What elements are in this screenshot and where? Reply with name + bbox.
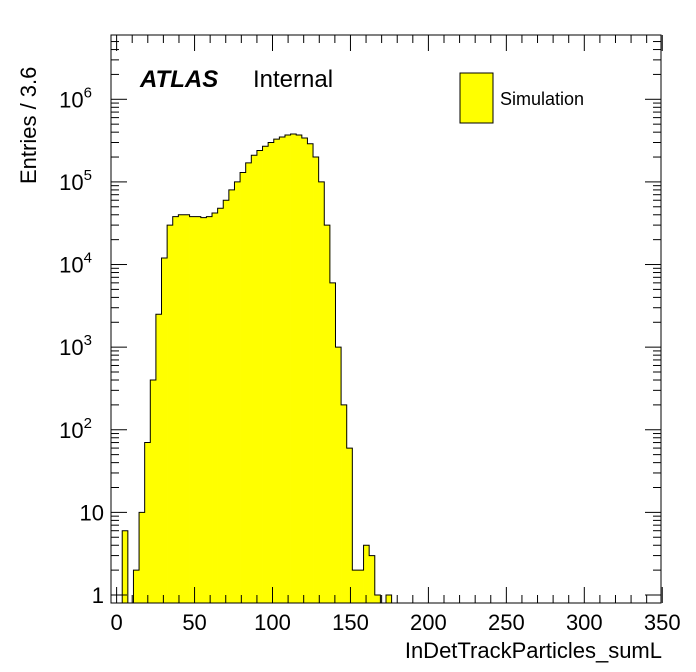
histogram-bar xyxy=(144,442,151,603)
histogram-bar xyxy=(329,282,336,603)
y-tick-label: 104 xyxy=(59,250,92,278)
histogram-bar xyxy=(228,189,235,603)
histogram-bar xyxy=(374,594,381,603)
x-tick-label: 150 xyxy=(332,610,369,635)
histogram-bar xyxy=(183,214,190,603)
histogram-bar xyxy=(133,570,140,603)
y-tick-label: 103 xyxy=(59,332,92,360)
histogram-bar xyxy=(122,530,129,603)
x-tick-label: 50 xyxy=(182,610,206,635)
histogram-bar xyxy=(189,216,196,603)
histogram-bar xyxy=(139,512,146,603)
histogram-bar xyxy=(262,146,269,603)
histogram-outline xyxy=(116,133,393,604)
histogram-bar xyxy=(279,136,286,603)
x-tick-label: 350 xyxy=(644,610,681,635)
histogram-bar xyxy=(341,404,348,603)
y-axis-title: Entries / 3.6 xyxy=(16,67,41,184)
x-tick-labels: 0 50 100 150 200 250 300 350 xyxy=(110,610,680,635)
histogram-bar xyxy=(386,594,392,603)
x-tick-label: 250 xyxy=(488,610,525,635)
histogram-bar xyxy=(150,380,157,603)
histogram-bar xyxy=(251,155,258,604)
x-tick-label: 0 xyxy=(110,610,122,635)
histogram-bar xyxy=(335,347,342,603)
histogram-bar xyxy=(268,142,275,604)
histogram-bar xyxy=(245,162,252,603)
histogram-bar xyxy=(155,314,162,603)
atlas-label: ATLAS xyxy=(139,66,218,93)
histogram-bar xyxy=(223,200,230,604)
histogram-bar xyxy=(352,570,359,603)
x-axis-title: InDetTrackParticles_sumL xyxy=(405,638,662,663)
y-tick-label: 102 xyxy=(59,415,92,443)
y-tick-label: 10 xyxy=(80,500,104,525)
axis-ticks xyxy=(111,34,663,603)
internal-label: Internal xyxy=(253,66,333,93)
histogram-bar xyxy=(217,208,224,604)
plot-frame xyxy=(110,34,662,604)
histogram-bar xyxy=(167,225,174,604)
histogram-bar xyxy=(273,139,280,603)
histogram-bar xyxy=(369,555,376,603)
histogram-bar xyxy=(178,214,185,603)
y-tick-labels: 1 10 102 103 104 105 106 xyxy=(59,84,104,608)
histogram-bar xyxy=(307,143,314,603)
histogram-bar xyxy=(256,150,263,604)
histogram-bar xyxy=(296,134,303,603)
histogram-bar xyxy=(346,448,353,603)
histogram-bar xyxy=(240,172,247,604)
histogram-bar xyxy=(284,134,291,603)
histogram-bar xyxy=(313,157,319,604)
histogram-bar xyxy=(357,570,364,603)
legend-label-simulation: Simulation xyxy=(500,89,584,109)
histogram-bar xyxy=(324,225,331,604)
y-tick-label: 105 xyxy=(59,167,92,195)
histogram-bars xyxy=(116,133,393,604)
y-tick-label: 106 xyxy=(59,84,92,112)
histogram-bar xyxy=(200,217,207,603)
x-tick-label: 200 xyxy=(410,610,447,635)
histogram-bar xyxy=(161,257,168,603)
y-tick-label: 1 xyxy=(92,583,104,608)
histogram-bar xyxy=(206,216,213,603)
x-tick-label: 100 xyxy=(254,610,291,635)
histogram-bar xyxy=(318,181,325,603)
histogram-bar xyxy=(195,216,202,603)
histogram-bar xyxy=(212,213,218,603)
histogram-bar xyxy=(234,181,241,603)
x-tick-label: 300 xyxy=(566,610,603,635)
histogram-bar xyxy=(301,138,308,603)
histogram-bar xyxy=(172,216,179,603)
legend-swatch xyxy=(459,72,494,124)
histogram-bar xyxy=(290,134,297,603)
histogram-bar xyxy=(363,545,370,603)
